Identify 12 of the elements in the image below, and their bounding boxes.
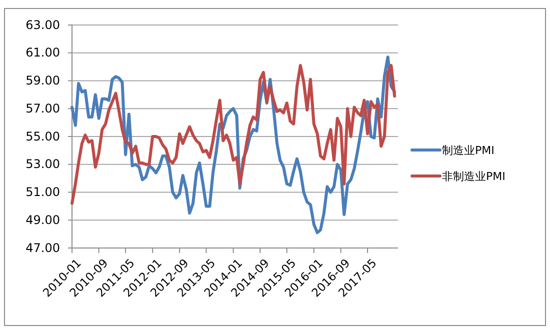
y-tick-label: 63.00 <box>26 18 60 32</box>
line-series <box>70 64 396 205</box>
legend-label: 非制造业PMI <box>442 170 506 183</box>
legend-label: 制造业PMI <box>442 144 494 157</box>
y-tick-label: 47.00 <box>26 240 60 255</box>
y-tick-label: 53.00 <box>26 157 60 172</box>
y-tick-label: 57.00 <box>26 101 60 116</box>
y-tick-label: 61.00 <box>26 46 60 60</box>
y-tick-label: 55.00 <box>26 129 60 144</box>
y-tick-label: 51.00 <box>26 185 60 200</box>
y-tick-label: 49.00 <box>26 212 60 227</box>
y-tick-label: 59.00 <box>26 74 60 88</box>
